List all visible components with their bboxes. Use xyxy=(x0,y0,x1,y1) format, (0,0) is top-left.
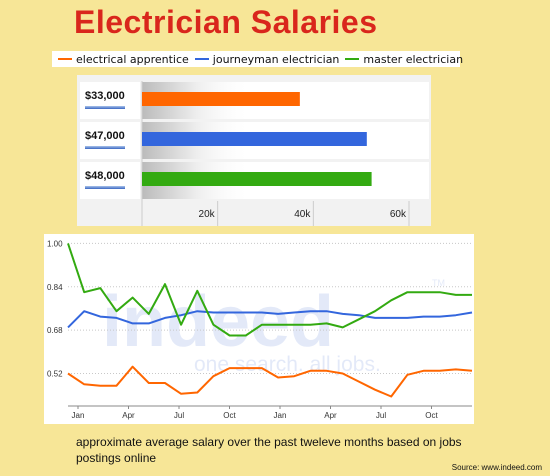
bar-category-label: $47,000 xyxy=(85,130,125,142)
line-x-tick-label: Jan xyxy=(274,411,287,420)
line-x-tick-label: Jul xyxy=(376,411,386,420)
line-chart: indeed one search. all jobs. TM 1.00 0.84… xyxy=(47,239,473,420)
line-y-tick-label: 0.84 xyxy=(47,283,63,292)
line-x-tick-label: Jul xyxy=(174,411,184,420)
bar-label-underline xyxy=(85,106,125,109)
line-chart-panel: indeed one search. all jobs. TM 1.00 0.84… xyxy=(44,234,474,424)
legend-item-master: master electrician xyxy=(345,53,463,66)
watermark-tm: TM xyxy=(432,278,445,288)
legend-label: journeyman electrician xyxy=(212,52,340,66)
bar-category-label: $48,000 xyxy=(85,170,125,182)
legend-swatch xyxy=(194,58,209,60)
line-series xyxy=(67,365,473,398)
bar-label-underline xyxy=(85,186,125,189)
legend: electrical apprentice journeyman electri… xyxy=(52,51,463,67)
bar-chart: $33,000 $47,000 $48,000 20k 40k 60k xyxy=(77,75,431,226)
line-x-tick-label: Apr xyxy=(122,411,135,420)
bar-label-underline xyxy=(85,146,125,149)
source-credit: Source: www.indeed.com xyxy=(451,463,542,472)
caption: approximate average salary over the past… xyxy=(76,435,462,465)
bar-label-cell xyxy=(80,82,140,119)
bar-x-tick-label: 20k xyxy=(199,209,216,220)
line-y-tick-label: 0.68 xyxy=(47,326,63,335)
bar-label-cell xyxy=(80,162,140,199)
bar-label-cell xyxy=(80,122,140,159)
legend-label: master electrician xyxy=(363,52,464,66)
bar xyxy=(142,172,372,186)
indeed-watermark: indeed one search. all jobs. TM xyxy=(102,278,445,376)
bar xyxy=(142,132,367,146)
line-series xyxy=(67,310,473,329)
watermark-tagline: one search. all jobs. xyxy=(194,353,381,376)
watermark-brand: indeed xyxy=(102,282,334,362)
bar xyxy=(142,92,300,106)
legend-label: electrical apprentice xyxy=(76,52,189,66)
bar-x-tick-label: 40k xyxy=(294,209,311,220)
chart-title: Electrician Salaries xyxy=(74,4,378,40)
legend-swatch xyxy=(58,58,72,60)
line-x-tick-label: Oct xyxy=(223,411,236,420)
line-x-tick-label: Apr xyxy=(324,411,337,420)
line-x-tick-label: Jan xyxy=(72,411,85,420)
legend-swatch xyxy=(345,58,360,60)
line-y-tick-label: 1.00 xyxy=(47,239,63,248)
line-series xyxy=(67,243,472,337)
line-x-tick-label: Oct xyxy=(425,411,438,420)
legend-item-journeyman: journeyman electrician xyxy=(194,52,340,66)
bar-x-tick-label: 60k xyxy=(390,209,407,220)
legend-item-apprentice: electrical apprentice xyxy=(58,53,189,66)
bar-category-label: $33,000 xyxy=(85,90,125,102)
bar-chart-panel: $33,000 $47,000 $48,000 20k 40k 60k xyxy=(77,75,431,226)
line-y-tick-label: 0.52 xyxy=(47,369,63,378)
